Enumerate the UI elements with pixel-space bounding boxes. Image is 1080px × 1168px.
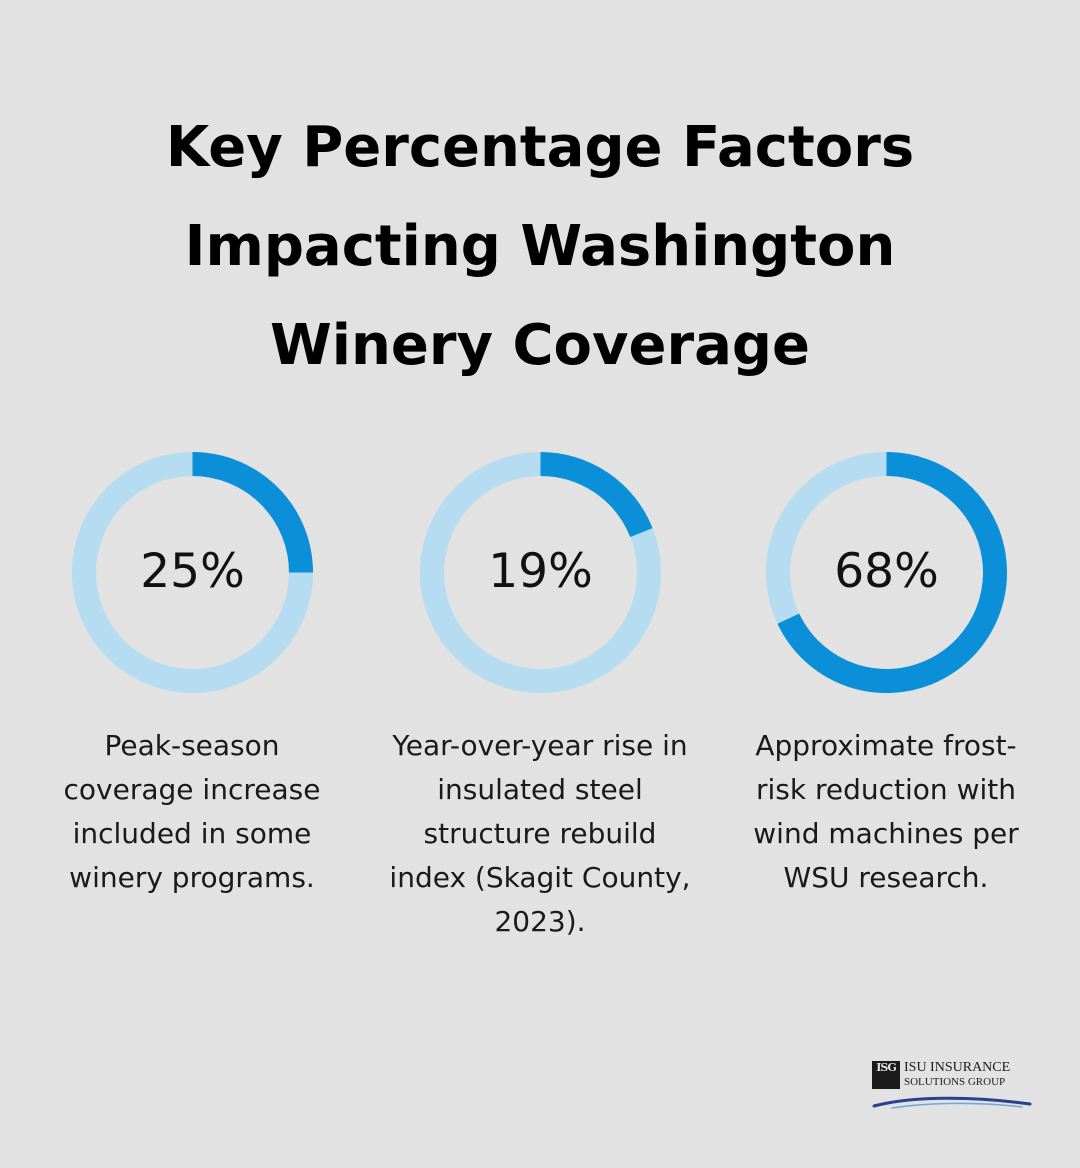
title-line: Impacting Washington [184,214,896,279]
donut-value-label: 19% [488,544,593,599]
donut-caption-1: Peak-season coverage increase included i… [32,724,352,900]
caption-line: Peak-season [104,729,280,762]
caption-line: WSU research. [783,861,989,894]
caption-line: wind machines per [753,817,1019,850]
caption-line: risk reduction with [756,773,1016,806]
caption-line: Year-over-year rise in [392,729,688,762]
caption-line: included in some [72,817,312,850]
isg-logo-icon: ISG [872,1061,900,1089]
logo-line-1: ISU INSURANCE [904,1060,1011,1075]
logo-swoosh-icon [872,1096,1032,1109]
title-line: Winery Coverage [270,313,810,378]
title-line: Key Percentage Factors [165,115,915,180]
donut-svg-1 [72,452,313,693]
donut-caption-3: Approximate frost- risk reduction with w… [726,724,1046,900]
caption-line: 2023). [494,905,586,938]
caption-line: coverage increase [63,773,321,806]
donut-value-label: 25% [140,544,245,599]
donut-arc [540,452,653,538]
donut-arc [777,452,1007,693]
donut-arc [192,452,313,573]
donut-value-label: 68% [834,544,939,599]
company-logo: ISG ISU INSURANCE SOLUTIONS GROUP [872,1058,1042,1118]
caption-line: index (Skagit County, [389,861,691,894]
page-title: Key Percentage Factors Impacting Washing… [60,98,1020,395]
logo-wordmark: ISU INSURANCE SOLUTIONS GROUP [904,1060,1044,1090]
donut-caption-2: Year-over-year rise in insulated steel s… [380,724,700,944]
donut-chart-1: 25% [72,452,313,693]
donut-chart-3: 68% [766,452,1007,693]
caption-line: winery programs. [69,861,315,894]
caption-line: structure rebuild [423,817,657,850]
caption-line: Approximate frost- [755,729,1017,762]
donut-svg-3 [766,452,1007,693]
caption-line: insulated steel [437,773,643,806]
donut-chart-2: 19% [420,452,661,693]
donut-svg-2 [420,452,661,693]
logo-line-2: SOLUTIONS GROUP [904,1076,1006,1088]
